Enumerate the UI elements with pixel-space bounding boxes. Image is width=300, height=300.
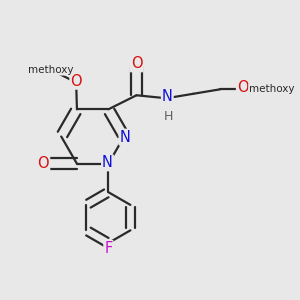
Text: N: N <box>162 89 173 104</box>
Text: O: O <box>131 56 142 71</box>
Text: O: O <box>70 74 82 89</box>
Text: N: N <box>102 155 113 170</box>
Text: F: F <box>104 241 112 256</box>
Text: O: O <box>237 80 248 95</box>
Text: methoxy: methoxy <box>249 84 295 94</box>
Text: N: N <box>119 130 130 145</box>
Text: H: H <box>164 110 173 123</box>
Text: O: O <box>38 156 49 171</box>
Text: methoxy: methoxy <box>28 65 73 75</box>
